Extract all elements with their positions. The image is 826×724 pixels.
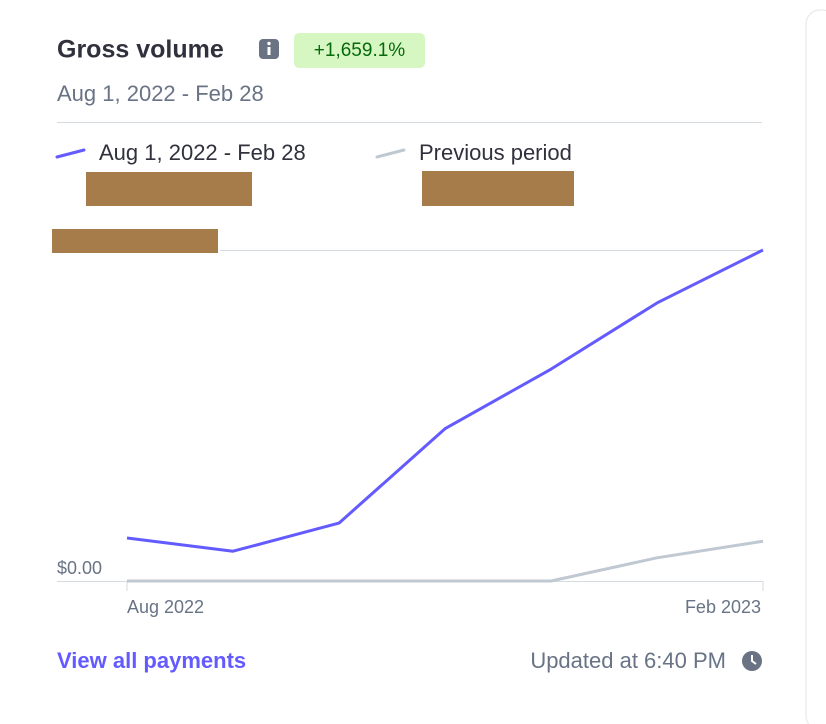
title: Gross volume: [57, 36, 224, 64]
side-panel: [805, 9, 826, 724]
clock-icon: [742, 651, 762, 671]
legend-label: Aug 1, 2022 - Feb 28: [99, 140, 306, 165]
x-tick-label: Aug 2022: [127, 597, 204, 617]
subtitle: Aug 1, 2022 - Feb 28: [57, 81, 264, 106]
legend-label: Previous period: [419, 140, 572, 165]
y-tick-label: $0.00: [57, 558, 102, 578]
redacted: [422, 171, 574, 206]
view-all-link[interactable]: View all payments: [57, 648, 246, 673]
series-line: [126, 248, 764, 553]
legend-swatch: [375, 148, 406, 159]
legend-swatch: [55, 148, 86, 159]
x-tick-label: Feb 2023: [685, 597, 761, 617]
redacted: [86, 172, 252, 206]
updated-text: Updated at 6:40 PM: [530, 648, 726, 673]
info-icon[interactable]: [259, 39, 279, 59]
badge: +1,659.1%: [314, 40, 405, 61]
redacted: [52, 229, 218, 253]
series-line: [127, 539, 764, 583]
badge-bg: [294, 33, 425, 68]
